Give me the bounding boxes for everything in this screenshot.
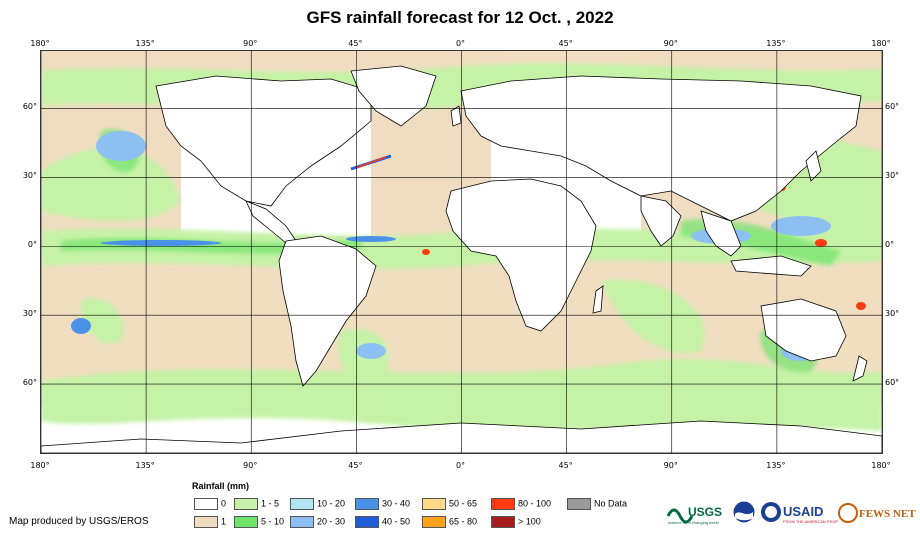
lon-label-top: 135°	[766, 39, 786, 48]
graticule	[41, 51, 882, 453]
indonesia	[730, 255, 812, 277]
svg-text:USAID: USAID	[783, 504, 823, 519]
lat-label-right: 60°	[885, 378, 900, 388]
legend-swatch	[234, 498, 258, 510]
lon-label-top: 90°	[243, 39, 258, 48]
lon-label-top: 0°	[455, 39, 466, 48]
lat-label-right: 60°	[885, 102, 900, 112]
legend-label: > 100	[518, 516, 541, 527]
legend-item: 20 - 30	[290, 516, 345, 528]
svg-text:science for a changing world: science for a changing world	[668, 520, 719, 525]
southeast-asia	[700, 210, 742, 257]
legend-swatch	[422, 498, 446, 510]
credit-text: Map produced by USGS/EROS	[9, 516, 149, 527]
lat-label-left: 30°	[22, 309, 37, 319]
lat-label-left: 60°	[22, 378, 37, 388]
lon-label-bottom: 45°	[348, 461, 363, 470]
lat-label-right: 0°	[885, 240, 895, 250]
legend-item: 65 - 80	[422, 516, 477, 528]
legend-swatch	[422, 516, 446, 528]
legend-swatch	[234, 516, 258, 528]
legend-swatch	[194, 516, 218, 528]
legend-item: 5 - 10	[234, 516, 284, 528]
svg-text:FEWS NET: FEWS NET	[859, 508, 916, 520]
legend-item: No Data	[567, 498, 627, 510]
lat-label-left: 60°	[22, 102, 37, 112]
legend-label: 65 - 80	[449, 516, 478, 527]
lon-label-bottom: 180°	[30, 461, 50, 470]
legend-swatch	[491, 516, 515, 528]
svg-text:USGS: USGS	[688, 505, 722, 519]
legend-swatch	[355, 516, 379, 528]
legend-swatch	[290, 516, 314, 528]
legend-label: 30 - 40	[382, 498, 411, 509]
lon-label-bottom: 135°	[135, 461, 155, 470]
legend-swatch	[194, 498, 218, 510]
lon-label-top: 90°	[663, 39, 678, 48]
lat-label-right: 30°	[885, 171, 900, 181]
usaid-logo: USAID FROM THE AMERICAN PEOPLE	[760, 500, 843, 526]
new-zealand	[852, 355, 868, 382]
lon-label-bottom: 90°	[243, 461, 258, 470]
legend-label: 10 - 20	[317, 498, 346, 509]
legend-swatch	[290, 498, 314, 510]
lon-label-top: 135°	[135, 39, 155, 48]
legend-item: 40 - 50	[355, 516, 410, 528]
legend-label: 0	[221, 498, 227, 509]
lon-label-bottom: 180°	[871, 461, 891, 470]
legend-item: 50 - 65	[422, 498, 477, 510]
japan	[805, 150, 822, 182]
lat-label-right: 30°	[885, 309, 900, 319]
australia	[760, 298, 847, 362]
greenland	[350, 65, 437, 127]
lon-label-bottom: 0°	[455, 461, 466, 470]
north-america	[155, 75, 372, 207]
south-america	[278, 235, 377, 387]
rainfall-map-canvas	[41, 51, 882, 453]
lon-label-bottom: 90°	[663, 461, 678, 470]
usgs-logo-icon: USGS science for a changing world	[666, 505, 722, 525]
noaa-logo-icon	[732, 500, 756, 524]
lon-label-top: 180°	[871, 39, 891, 48]
lon-label-top: 180°	[30, 39, 50, 48]
lon-label-top: 45°	[348, 39, 363, 48]
legend-item: > 100	[491, 516, 541, 528]
legend-label: 5 - 10	[261, 516, 285, 527]
legend-label: 40 - 50	[382, 516, 411, 527]
india	[640, 195, 682, 247]
usgs-logo: USGS science for a changing world	[666, 502, 728, 526]
lat-label-left: 30°	[22, 171, 37, 181]
legend-item: 10 - 20	[290, 498, 345, 510]
legend-label: 1	[221, 516, 227, 527]
legend-item: 30 - 40	[355, 498, 410, 510]
fews-net-logo: FEWS NET	[838, 500, 916, 526]
legend-item: 1	[194, 516, 226, 528]
lon-label-bottom: 45°	[558, 461, 573, 470]
legend-label: 1 - 5	[261, 498, 280, 509]
legend-swatch	[355, 498, 379, 510]
legend-item: 1 - 5	[234, 498, 279, 510]
lon-label-bottom: 135°	[766, 461, 786, 470]
legend-item: 0	[194, 498, 226, 510]
legend-label: No Data	[594, 498, 628, 509]
legend-label: 20 - 30	[317, 516, 346, 527]
legend-label: 80 - 100	[518, 498, 552, 509]
svg-text:FROM THE AMERICAN PEOPLE: FROM THE AMERICAN PEOPLE	[783, 519, 838, 524]
legend-label: 50 - 65	[449, 498, 478, 509]
lat-label-left: 0°	[27, 240, 37, 250]
rainfall-map[interactable]	[40, 50, 883, 454]
legend-item: 80 - 100	[491, 498, 551, 510]
africa	[445, 178, 597, 332]
legend-swatch	[491, 498, 515, 510]
map-title: GFS rainfall forecast for 12 Oct. , 2022	[306, 8, 614, 27]
madagascar	[592, 285, 604, 314]
british-isles	[450, 105, 462, 127]
legend-swatch	[567, 498, 591, 510]
lon-label-top: 45°	[558, 39, 573, 48]
legend-title: Rainfall (mm)	[192, 481, 250, 491]
